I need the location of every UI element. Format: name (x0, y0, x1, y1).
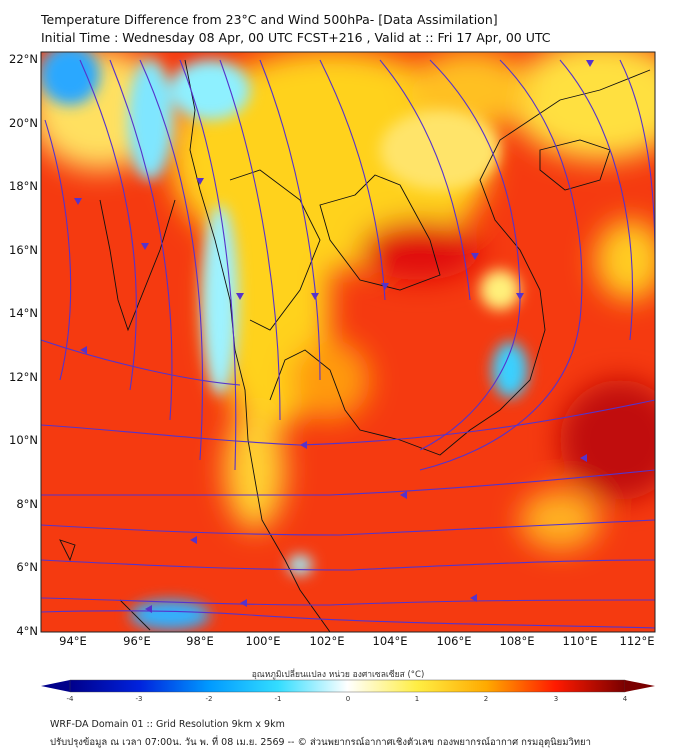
lat-tick: 18°N (9, 179, 38, 193)
temperature-field (41, 52, 655, 632)
footer-credit: ปรับปรุงข้อมูล ณ เวลา 07:00น. วัน พ. ที่… (50, 737, 591, 748)
lon-tick: 106°E (437, 634, 472, 648)
colorbar-tick: 0 (346, 695, 350, 703)
lat-tick: 10°N (9, 433, 38, 447)
lon-tick: 98°E (186, 634, 214, 648)
colorbar: -4 -3 -2 -1 0 1 2 3 4 (41, 679, 655, 703)
lat-tick: 20°N (9, 116, 38, 130)
colorbar-tick: 1 (415, 695, 419, 703)
lon-tick: 112°E (620, 634, 655, 648)
lat-tick: 6°N (16, 560, 38, 574)
colorbar-tick: 4 (623, 695, 628, 703)
lon-tick: 94°E (59, 634, 87, 648)
lat-tick: 16°N (9, 243, 38, 257)
latitude-axis: 22°N 20°N 18°N 16°N 14°N 12°N 10°N 8°N 6… (9, 52, 38, 638)
lon-tick: 110°E (563, 634, 598, 648)
colorbar-tick: 3 (554, 695, 558, 703)
lat-tick: 8°N (16, 497, 38, 511)
map-subtitle: Initial Time : Wednesday 08 Apr, 00 UTC … (41, 30, 551, 45)
coastline (59, 59, 651, 632)
colorbar-tick: -1 (275, 695, 282, 703)
colorbar-tick: -2 (206, 695, 213, 703)
wind-arrowheads (74, 60, 594, 613)
longitude-axis: 94°E 96°E 98°E 100°E 102°E 104°E 106°E 1… (59, 634, 654, 648)
lat-tick: 12°N (9, 370, 38, 384)
lat-tick: 22°N (9, 52, 38, 66)
colorbar-title: อุณหภูมิเปลี่ยนแปลง หน่วย องศาเซลเซียส (… (251, 670, 425, 680)
footer-model-info: WRF-DA Domain 01 :: Grid Resolution 9km … (50, 719, 285, 730)
lon-tick: 96°E (123, 634, 151, 648)
lon-tick: 100°E (246, 634, 281, 648)
map-title: Temperature Difference from 23°C and Win… (41, 12, 498, 27)
colorbar-tick: 2 (484, 695, 488, 703)
lat-tick: 14°N (9, 306, 38, 320)
colorbar-tick: -3 (136, 695, 143, 703)
colorbar-tick: -4 (67, 695, 75, 703)
lon-tick: 108°E (500, 634, 535, 648)
lon-tick: 104°E (373, 634, 408, 648)
lon-tick: 102°E (310, 634, 345, 648)
lat-tick: 4°N (16, 624, 38, 638)
